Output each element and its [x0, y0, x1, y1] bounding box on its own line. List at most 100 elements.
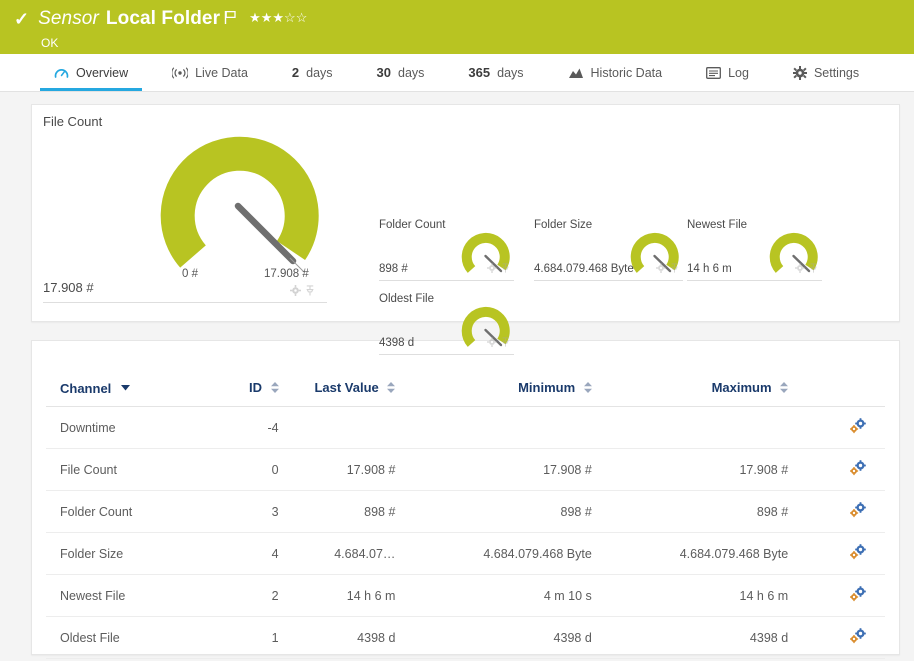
small-gauge-value: 14 h 6 m [687, 263, 732, 275]
column-label: Maximum [711, 380, 772, 395]
cell-actions[interactable] [798, 448, 885, 491]
gear-icon [792, 65, 807, 80]
gear-icon[interactable] [656, 260, 666, 278]
column-header-last-value[interactable]: Last Value [288, 379, 406, 407]
tab-live-data[interactable]: Live Data [150, 54, 270, 91]
sort-arrows-icon [583, 381, 592, 396]
cell-maximum: 898 # [601, 490, 799, 533]
tab-2-days-number: 2 [291, 65, 300, 80]
cell-channel: Downtime [46, 406, 221, 449]
small-gauge-dial [461, 306, 510, 347]
tab-30-days[interactable]: 30 days [355, 54, 447, 91]
column-header-channel[interactable]: Channel [46, 379, 221, 407]
primary-gauge-title: File Count [43, 114, 103, 129]
cell-minimum: 898 # [405, 490, 602, 533]
primary-gauge-divider [43, 302, 327, 303]
column-header-maximum[interactable]: Maximum [601, 379, 799, 407]
primary-gauge-dial [160, 136, 319, 273]
cell-maximum [601, 406, 799, 449]
cell-id: 0 [220, 448, 289, 491]
primary-gauge-tools [290, 283, 315, 301]
cell-id: 1 [220, 616, 289, 659]
tab-overview[interactable]: Overview [32, 54, 150, 91]
tab-365-days[interactable]: 365 days [446, 54, 545, 91]
gear-icon[interactable] [487, 260, 497, 278]
cell-id: 2 [220, 574, 289, 617]
settings-gears-icon[interactable] [849, 460, 867, 476]
priority-stars[interactable]: ★★★☆☆ [249, 9, 308, 25]
gauges-panel: File Count 0 # 17.908 # 17.908 # [31, 104, 900, 355]
status-badge: OK [41, 36, 59, 50]
small-gauge-folder-count: Folder Count 898 # [372, 219, 518, 281]
tab-live-data-label: Live Data [195, 65, 248, 80]
cell-id: 3 [220, 490, 289, 533]
column-label: Minimum [518, 380, 576, 395]
sort-arrows-icon [780, 381, 789, 396]
tab-365-days-label: days [497, 65, 524, 80]
cell-actions[interactable] [798, 406, 885, 449]
small-gauge-dial [630, 232, 679, 273]
settings-gears-icon[interactable] [849, 502, 867, 518]
table-row[interactable]: File Count 0 17.908 # 17.908 # 17.908 # [46, 448, 885, 491]
small-gauge-value: 4398 d [379, 337, 415, 349]
tab-bar: Overview Live Data 2 days 30 days 365 da… [0, 54, 914, 92]
settings-gears-icon[interactable] [849, 586, 867, 602]
small-gauge-tools [487, 260, 510, 278]
cell-actions[interactable] [798, 616, 885, 659]
table-row[interactable]: Oldest File 1 4398 d 4398 d 4398 d [46, 616, 885, 659]
small-gauge-title: Folder Count [379, 219, 446, 231]
cell-channel: Folder Size [46, 532, 221, 575]
gear-icon[interactable] [290, 283, 301, 301]
tab-log-label: Log [728, 65, 749, 80]
small-gauge-divider [379, 280, 514, 281]
cell-minimum: 4 m 10 s [405, 574, 602, 617]
tab-2-days[interactable]: 2 days [270, 54, 355, 91]
tab-30-days-number: 30 [376, 65, 392, 80]
small-gauge-oldest-file: Oldest File 4398 d [372, 293, 518, 355]
settings-gears-icon[interactable] [849, 628, 867, 644]
cell-id: -4 [220, 406, 289, 449]
cell-actions[interactable] [798, 574, 885, 617]
small-gauge-tools [487, 334, 510, 352]
small-gauge-title: Folder Size [534, 219, 593, 231]
tab-settings[interactable]: Settings [771, 54, 881, 91]
settings-gears-icon[interactable] [849, 544, 867, 560]
cell-actions[interactable] [798, 490, 885, 533]
cell-channel: Newest File [46, 574, 221, 617]
log-icon [706, 66, 722, 79]
small-gauge-dial [769, 232, 818, 273]
column-header-minimum[interactable]: Minimum [405, 379, 602, 407]
gear-icon[interactable] [487, 334, 497, 352]
pin-icon[interactable] [809, 260, 818, 278]
small-gauge-value: 898 # [379, 263, 408, 275]
small-gauge-newest-file: Newest File 14 h 6 m [680, 219, 826, 281]
table-row[interactable]: Downtime -4 [46, 406, 885, 449]
cell-maximum: 4.684.079.468 Byte [601, 532, 799, 575]
table-row[interactable]: Newest File 2 14 h 6 m 4 m 10 s 14 h 6 m [46, 574, 885, 617]
settings-gears-icon[interactable] [849, 418, 867, 434]
gear-icon[interactable] [795, 260, 805, 278]
cell-channel: File Count [46, 448, 221, 491]
column-header-id[interactable]: ID [220, 379, 289, 407]
pin-icon[interactable] [501, 334, 510, 352]
primary-gauge: File Count 0 # 17.908 # 17.908 # [32, 105, 342, 321]
primary-gauge-value: 17.908 # [43, 280, 94, 295]
pin-icon[interactable] [501, 260, 510, 278]
tab-historic-data[interactable]: Historic Data [546, 54, 685, 91]
cell-maximum: 14 h 6 m [601, 574, 799, 617]
sensor-header: ✓ Sensor Local Folder ★★★☆☆ OK [0, 0, 914, 54]
table-row[interactable]: Folder Count 3 898 # 898 # 898 # [46, 490, 885, 533]
cell-actions[interactable] [798, 532, 885, 575]
table-row[interactable]: Folder Size 4 4.684.07… 4.684.079.468 By… [46, 532, 885, 575]
small-gauge-divider [379, 354, 514, 355]
cell-channel: Folder Count [46, 490, 221, 533]
signal-icon [172, 66, 189, 79]
page-title[interactable]: Local Folder [105, 8, 221, 29]
tab-log[interactable]: Log [684, 54, 771, 91]
channel-table-body: Downtime -4 File [46, 406, 885, 659]
flag-icon[interactable] [224, 10, 237, 25]
pin-icon[interactable] [670, 260, 679, 278]
pin-icon[interactable] [305, 283, 315, 301]
channel-table: Channel ID Last Value [46, 379, 885, 659]
small-gauge-value: 4.684.079.468 Byte [534, 263, 634, 275]
